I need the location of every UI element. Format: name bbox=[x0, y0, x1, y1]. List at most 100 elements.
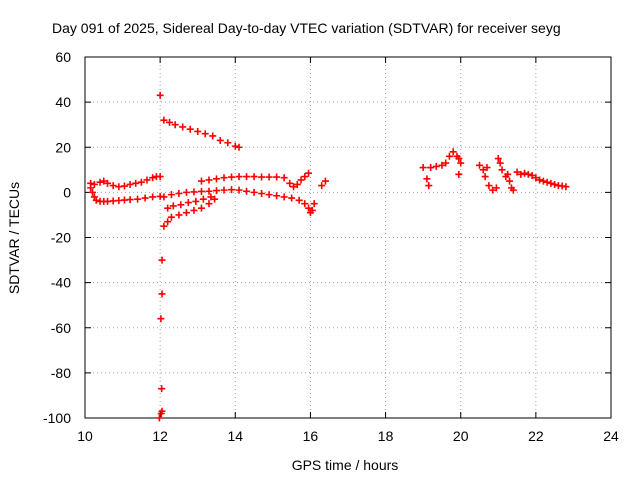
data-point bbox=[186, 125, 194, 133]
data-point bbox=[109, 182, 117, 190]
data-point bbox=[164, 204, 172, 212]
y-tick-label: -100 bbox=[43, 410, 71, 426]
data-point bbox=[231, 142, 239, 150]
data-point bbox=[213, 187, 220, 195]
data-point bbox=[207, 193, 215, 201]
data-point bbox=[524, 170, 532, 178]
data-point bbox=[551, 180, 559, 188]
data-point bbox=[166, 118, 174, 126]
data-point bbox=[89, 188, 97, 196]
data-point bbox=[90, 180, 98, 188]
data-point bbox=[205, 200, 213, 208]
data-point bbox=[485, 182, 493, 190]
data-point bbox=[536, 176, 544, 184]
data-point bbox=[457, 159, 465, 167]
data-point bbox=[190, 206, 198, 214]
data-point bbox=[547, 179, 555, 187]
data-point bbox=[205, 187, 213, 195]
grid-lines bbox=[85, 57, 611, 418]
data-point bbox=[297, 176, 305, 184]
data-point bbox=[483, 164, 491, 172]
data-point bbox=[179, 123, 187, 131]
data-point bbox=[192, 197, 200, 205]
data-point bbox=[419, 164, 427, 172]
data-point bbox=[167, 213, 175, 221]
data-point bbox=[224, 139, 232, 147]
x-tick-labels: 10 12 14 16 18 20 22 24 bbox=[77, 428, 619, 444]
data-point bbox=[504, 170, 512, 178]
data-point bbox=[496, 159, 504, 167]
data-point bbox=[301, 200, 309, 208]
data-point bbox=[423, 175, 431, 183]
data-point bbox=[126, 180, 134, 188]
x-tick-label: 10 bbox=[77, 428, 93, 444]
data-point bbox=[199, 195, 207, 203]
data-point bbox=[489, 186, 497, 194]
data-point bbox=[273, 173, 281, 181]
data-point bbox=[243, 187, 251, 195]
data-point bbox=[158, 407, 166, 415]
data-point bbox=[305, 169, 313, 177]
axis-ticks bbox=[84, 56, 612, 419]
data-point bbox=[425, 182, 433, 190]
y-tick-label: -40 bbox=[51, 275, 71, 291]
data-point bbox=[213, 175, 220, 183]
data-point bbox=[158, 385, 166, 393]
data-point bbox=[197, 177, 205, 185]
data-point bbox=[442, 159, 450, 167]
data-point bbox=[481, 173, 489, 181]
data-point bbox=[197, 187, 205, 195]
data-point bbox=[158, 290, 166, 298]
data-point bbox=[167, 191, 175, 199]
data-point bbox=[164, 218, 172, 226]
data-point bbox=[175, 190, 183, 198]
data-point bbox=[506, 177, 514, 185]
data-point bbox=[235, 186, 243, 194]
y-axis-label: SDTVAR / TECUs bbox=[6, 182, 22, 294]
data-point bbox=[445, 152, 453, 160]
data-point bbox=[169, 202, 177, 210]
data-point bbox=[509, 186, 517, 194]
data-point bbox=[532, 174, 540, 182]
data-point bbox=[258, 190, 266, 198]
data-point bbox=[171, 121, 179, 129]
data-point bbox=[273, 192, 281, 200]
data-point bbox=[120, 182, 128, 190]
data-point bbox=[182, 188, 190, 196]
data-point bbox=[562, 183, 570, 191]
x-tick-label: 24 bbox=[603, 428, 619, 444]
data-point bbox=[494, 155, 502, 163]
data-point bbox=[438, 161, 446, 169]
data-point bbox=[184, 199, 192, 207]
chart-title: Day 091 of 2025, Sidereal Day-to-day VTE… bbox=[52, 20, 561, 36]
x-tick-label: 16 bbox=[303, 428, 319, 444]
data-point bbox=[293, 180, 301, 188]
data-points bbox=[87, 91, 570, 422]
data-point bbox=[211, 195, 219, 203]
data-point bbox=[280, 193, 288, 201]
y-tick-label: 20 bbox=[55, 139, 71, 155]
x-axis-label: GPS time / hours bbox=[292, 457, 399, 473]
data-point bbox=[250, 188, 258, 196]
data-point bbox=[177, 201, 185, 209]
data-point bbox=[205, 176, 213, 184]
y-tick-label: 60 bbox=[55, 49, 71, 65]
data-point bbox=[308, 206, 316, 214]
data-point bbox=[280, 174, 288, 182]
data-point bbox=[201, 130, 209, 138]
data-point bbox=[449, 148, 457, 156]
data-point bbox=[243, 173, 251, 181]
data-point bbox=[286, 179, 294, 187]
data-point bbox=[310, 200, 318, 208]
data-point bbox=[455, 170, 463, 178]
data-point bbox=[100, 177, 108, 185]
y-tick-label: -60 bbox=[51, 320, 71, 336]
data-point bbox=[155, 414, 163, 422]
data-point bbox=[265, 191, 273, 199]
data-point bbox=[216, 136, 224, 144]
data-point bbox=[318, 182, 326, 190]
data-point bbox=[92, 196, 100, 204]
x-tick-label: 14 bbox=[227, 428, 243, 444]
data-point bbox=[143, 176, 151, 184]
